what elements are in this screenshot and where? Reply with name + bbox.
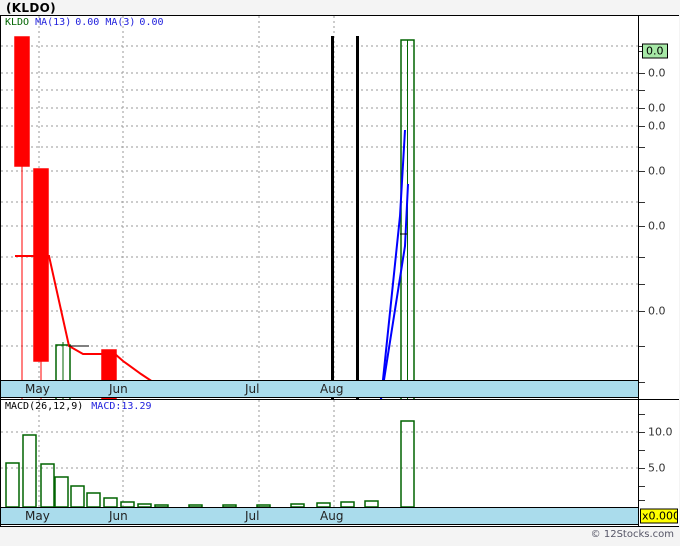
price-legend: KLDO MA(13) 0.00 MA(3) 0.00 [5, 17, 164, 28]
price-axis[interactable]: 0.00.00.00.00.00.00.00.0 [638, 16, 679, 399]
price-axis-minor-tick [639, 147, 645, 148]
copyright-notice: © 12Stocks.com [590, 529, 674, 540]
price-axis-minor-tick [639, 171, 645, 172]
price-axis-minor-tick [639, 126, 645, 127]
legend-symbol: KLDO [5, 17, 30, 28]
price-axis-minor-tick [639, 73, 645, 74]
macd-axis[interactable]: 10.0 5.0 x0.000 [638, 400, 679, 526]
price-axis-minor-tick [639, 311, 645, 312]
current-price-badge: 0.0 [642, 43, 668, 59]
price-axis-minor-tick [639, 346, 645, 347]
legend-ma-short-value: 0.00 [139, 17, 164, 28]
legend-ma-long-label: MA(13) [35, 17, 72, 28]
macd-current-value-badge: x0.000 [640, 508, 678, 524]
price-axis-minor-tick [639, 202, 645, 203]
price-axis-minor-tick [639, 90, 645, 91]
price-axis-minor-tick [639, 284, 645, 285]
macd-chart-panel[interactable]: MACD(26,12,9) MACD:13.29 May Jun Jul Aug 10.… [0, 399, 679, 527]
macd-month-axis: May Jun Jul Aug [1, 507, 638, 525]
macd-axis-label: 5.0 [648, 461, 666, 475]
price-axis-minor-tick [639, 382, 645, 383]
price-month-label: May [25, 382, 50, 396]
macd-axis-minor-tick [639, 450, 645, 451]
legend-ma-short-label: MA(3) [105, 17, 136, 28]
price-axis-label: 0.0 [648, 164, 666, 178]
macd-axis-label: 10.0 [648, 425, 673, 439]
macd-month-label: May [25, 509, 50, 523]
price-axis-label: 0.0 [648, 66, 666, 80]
macd-legend: MACD(26,12,9) MACD:13.29 [5, 401, 152, 412]
price-axis-label: 0.0 [648, 219, 666, 233]
page-title: (KLDO) [6, 1, 56, 15]
price-axis-label: 0.0 [648, 119, 666, 133]
macd-value-label: MACD:13.29 [91, 401, 152, 412]
legend-ma-long-value: 0.00 [75, 17, 100, 28]
macd-axis-minor-tick [639, 432, 645, 433]
price-month-label: Aug [320, 382, 344, 396]
macd-month-label: Jul [245, 509, 260, 523]
price-axis-label: 0.0 [648, 101, 666, 115]
macd-axis-minor-tick [639, 486, 645, 487]
price-chart-svg [1, 16, 638, 399]
price-axis-minor-tick [639, 108, 645, 109]
price-plot-area[interactable] [1, 16, 638, 399]
macd-month-label: Jun [109, 509, 128, 523]
macd-axis-minor-tick [639, 414, 645, 415]
price-month-axis: May Jun Jul Aug [1, 380, 638, 398]
macd-axis-minor-tick [639, 500, 645, 501]
macd-indicator-label: MACD(26,12,9) [5, 401, 84, 412]
price-month-label: Jun [109, 382, 128, 396]
price-axis-minor-tick [639, 226, 645, 227]
price-axis-label: 0.0 [648, 304, 666, 318]
price-axis-minor-tick [639, 257, 645, 258]
price-chart-panel[interactable]: KLDO MA(13) 0.00 MA(3) 0.00 May Jun Jul Aug 0.0… [0, 15, 679, 400]
price-month-label: Jul [245, 382, 260, 396]
macd-axis-minor-tick [639, 468, 645, 469]
macd-month-label: Aug [320, 509, 344, 523]
